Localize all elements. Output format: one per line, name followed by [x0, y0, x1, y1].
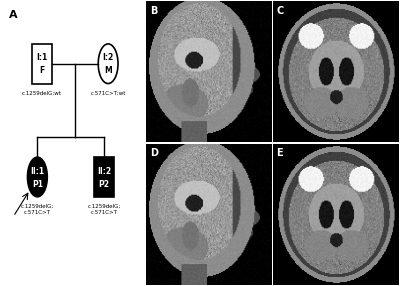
Text: B: B — [150, 6, 158, 16]
Text: c.1259delG;wt: c.1259delG;wt — [22, 91, 62, 96]
Text: I:2: I:2 — [102, 53, 114, 62]
Text: c.571C>T;wt: c.571C>T;wt — [90, 91, 126, 96]
Text: P2: P2 — [98, 180, 109, 188]
Text: II:1: II:1 — [30, 167, 44, 176]
Circle shape — [28, 157, 47, 197]
Text: c.1259delG;
c.571C>T: c.1259delG; c.571C>T — [87, 204, 120, 215]
Text: C: C — [276, 6, 284, 16]
Text: A: A — [9, 10, 18, 20]
Text: II:2: II:2 — [97, 167, 111, 176]
Text: D: D — [150, 148, 158, 158]
Text: P1: P1 — [32, 180, 43, 188]
Bar — [94, 157, 114, 197]
Text: c.1259delG;
c.571C>T: c.1259delG; c.571C>T — [21, 204, 54, 215]
Text: M: M — [104, 66, 112, 75]
Circle shape — [98, 44, 118, 84]
Bar — [32, 44, 52, 84]
Text: F: F — [39, 66, 44, 75]
Text: I:1: I:1 — [36, 53, 47, 62]
Text: E: E — [276, 148, 283, 158]
